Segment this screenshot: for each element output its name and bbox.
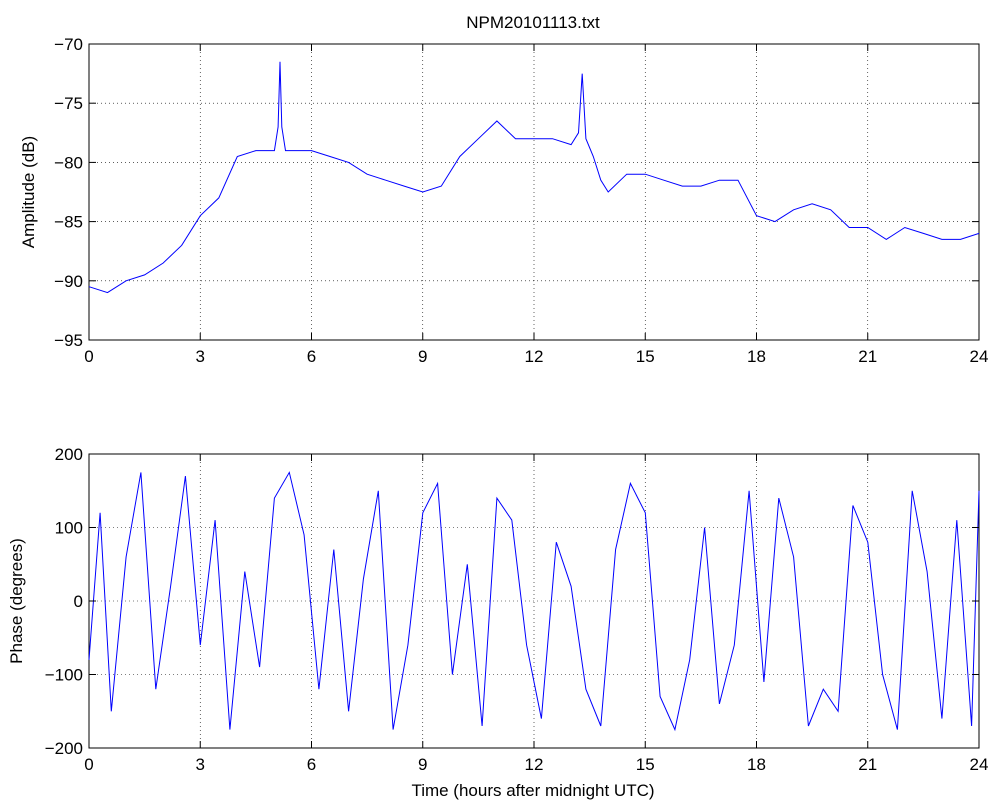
amplitude-ytick-label: −70 [54, 35, 83, 54]
amplitude-xtick-label: 6 [307, 347, 316, 366]
phase-xtick-label: 6 [307, 755, 316, 774]
amplitude-ytick-label: −85 [54, 213, 83, 232]
phase-xtick-label: 9 [418, 755, 427, 774]
phase-grid [89, 454, 979, 748]
phase-ytick-label: −100 [45, 666, 83, 685]
amplitude-xtick-label: 24 [970, 347, 989, 366]
amplitude-ytick-label: −90 [54, 272, 83, 291]
phase-xtick-label: 18 [747, 755, 766, 774]
amplitude-ticks: 0 3 6 9 12 15 18 21 24 −95 −90 −85 −80 −75 −70 [54, 35, 988, 366]
amplitude-plot: 0 3 6 9 12 15 18 21 24 −95 −90 −85 −80 −75 −70 Amplitu… [19, 35, 988, 366]
phase-series-line [88, 471, 980, 732]
amplitude-xtick-label: 0 [84, 347, 93, 366]
phase-xtick-label: 0 [84, 755, 93, 774]
figure-title: NPM20101113.txt [466, 13, 600, 32]
phase-xtick-label: 3 [196, 755, 205, 774]
phase-xtick-label: 15 [636, 755, 655, 774]
phase-plot: 0 3 6 9 12 15 18 21 24 −200 −100 0 100 200 Phase (deg… [7, 445, 988, 800]
amplitude-ylabel: Amplitude (dB) [19, 136, 38, 248]
amplitude-xtick-label: 3 [196, 347, 205, 366]
amplitude-xtick-label: 18 [747, 347, 766, 366]
amplitude-ytick-label: −80 [54, 153, 83, 172]
phase-xlabel: Time (hours after midnight UTC) [411, 781, 654, 800]
phase-xtick-label: 24 [970, 755, 989, 774]
amplitude-ytick-label: −75 [54, 94, 83, 113]
phase-ytick-label: 200 [55, 445, 83, 464]
phase-ylabel: Phase (degrees) [7, 538, 26, 664]
amplitude-xtick-label: 21 [858, 347, 877, 366]
phase-ytick-label: 100 [55, 519, 83, 538]
phase-xtick-label: 12 [525, 755, 544, 774]
amplitude-xtick-label: 12 [525, 347, 544, 366]
amplitude-ytick-label: −95 [54, 331, 83, 350]
phase-ticks: 0 3 6 9 12 15 18 21 24 −200 −100 0 100 200 [45, 445, 989, 774]
phase-ytick-label: −200 [45, 739, 83, 758]
amplitude-grid [89, 44, 979, 340]
phase-xtick-label: 21 [858, 755, 877, 774]
phase-ytick-label: 0 [74, 592, 83, 611]
amplitude-series-line [88, 61, 980, 294]
amplitude-xtick-label: 9 [418, 347, 427, 366]
amplitude-xtick-label: 15 [636, 347, 655, 366]
